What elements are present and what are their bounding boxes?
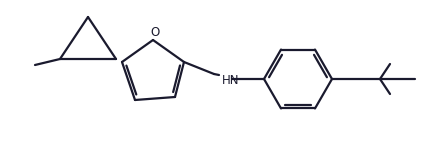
Text: HN: HN: [221, 75, 239, 87]
Text: O: O: [150, 27, 159, 40]
